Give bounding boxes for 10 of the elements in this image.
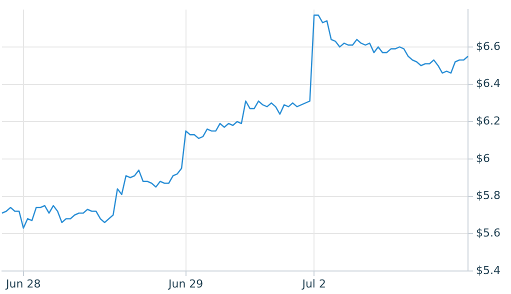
y-tick-label: $5.6 xyxy=(476,226,500,240)
y-tick-label: $6.4 xyxy=(476,77,500,90)
x-tick-label: Jul 2 xyxy=(301,277,326,290)
y-tick-label: $6.2 xyxy=(476,114,500,128)
y-tick-label: $5.8 xyxy=(476,189,500,202)
x-tick-label: Jun 29 xyxy=(167,277,204,290)
y-tick-label: $6 xyxy=(476,152,490,165)
y-tick-label: $6.6 xyxy=(476,40,500,53)
y-tick-label: $5.4 xyxy=(476,264,500,277)
x-tick-label: Jun 28 xyxy=(5,277,41,290)
